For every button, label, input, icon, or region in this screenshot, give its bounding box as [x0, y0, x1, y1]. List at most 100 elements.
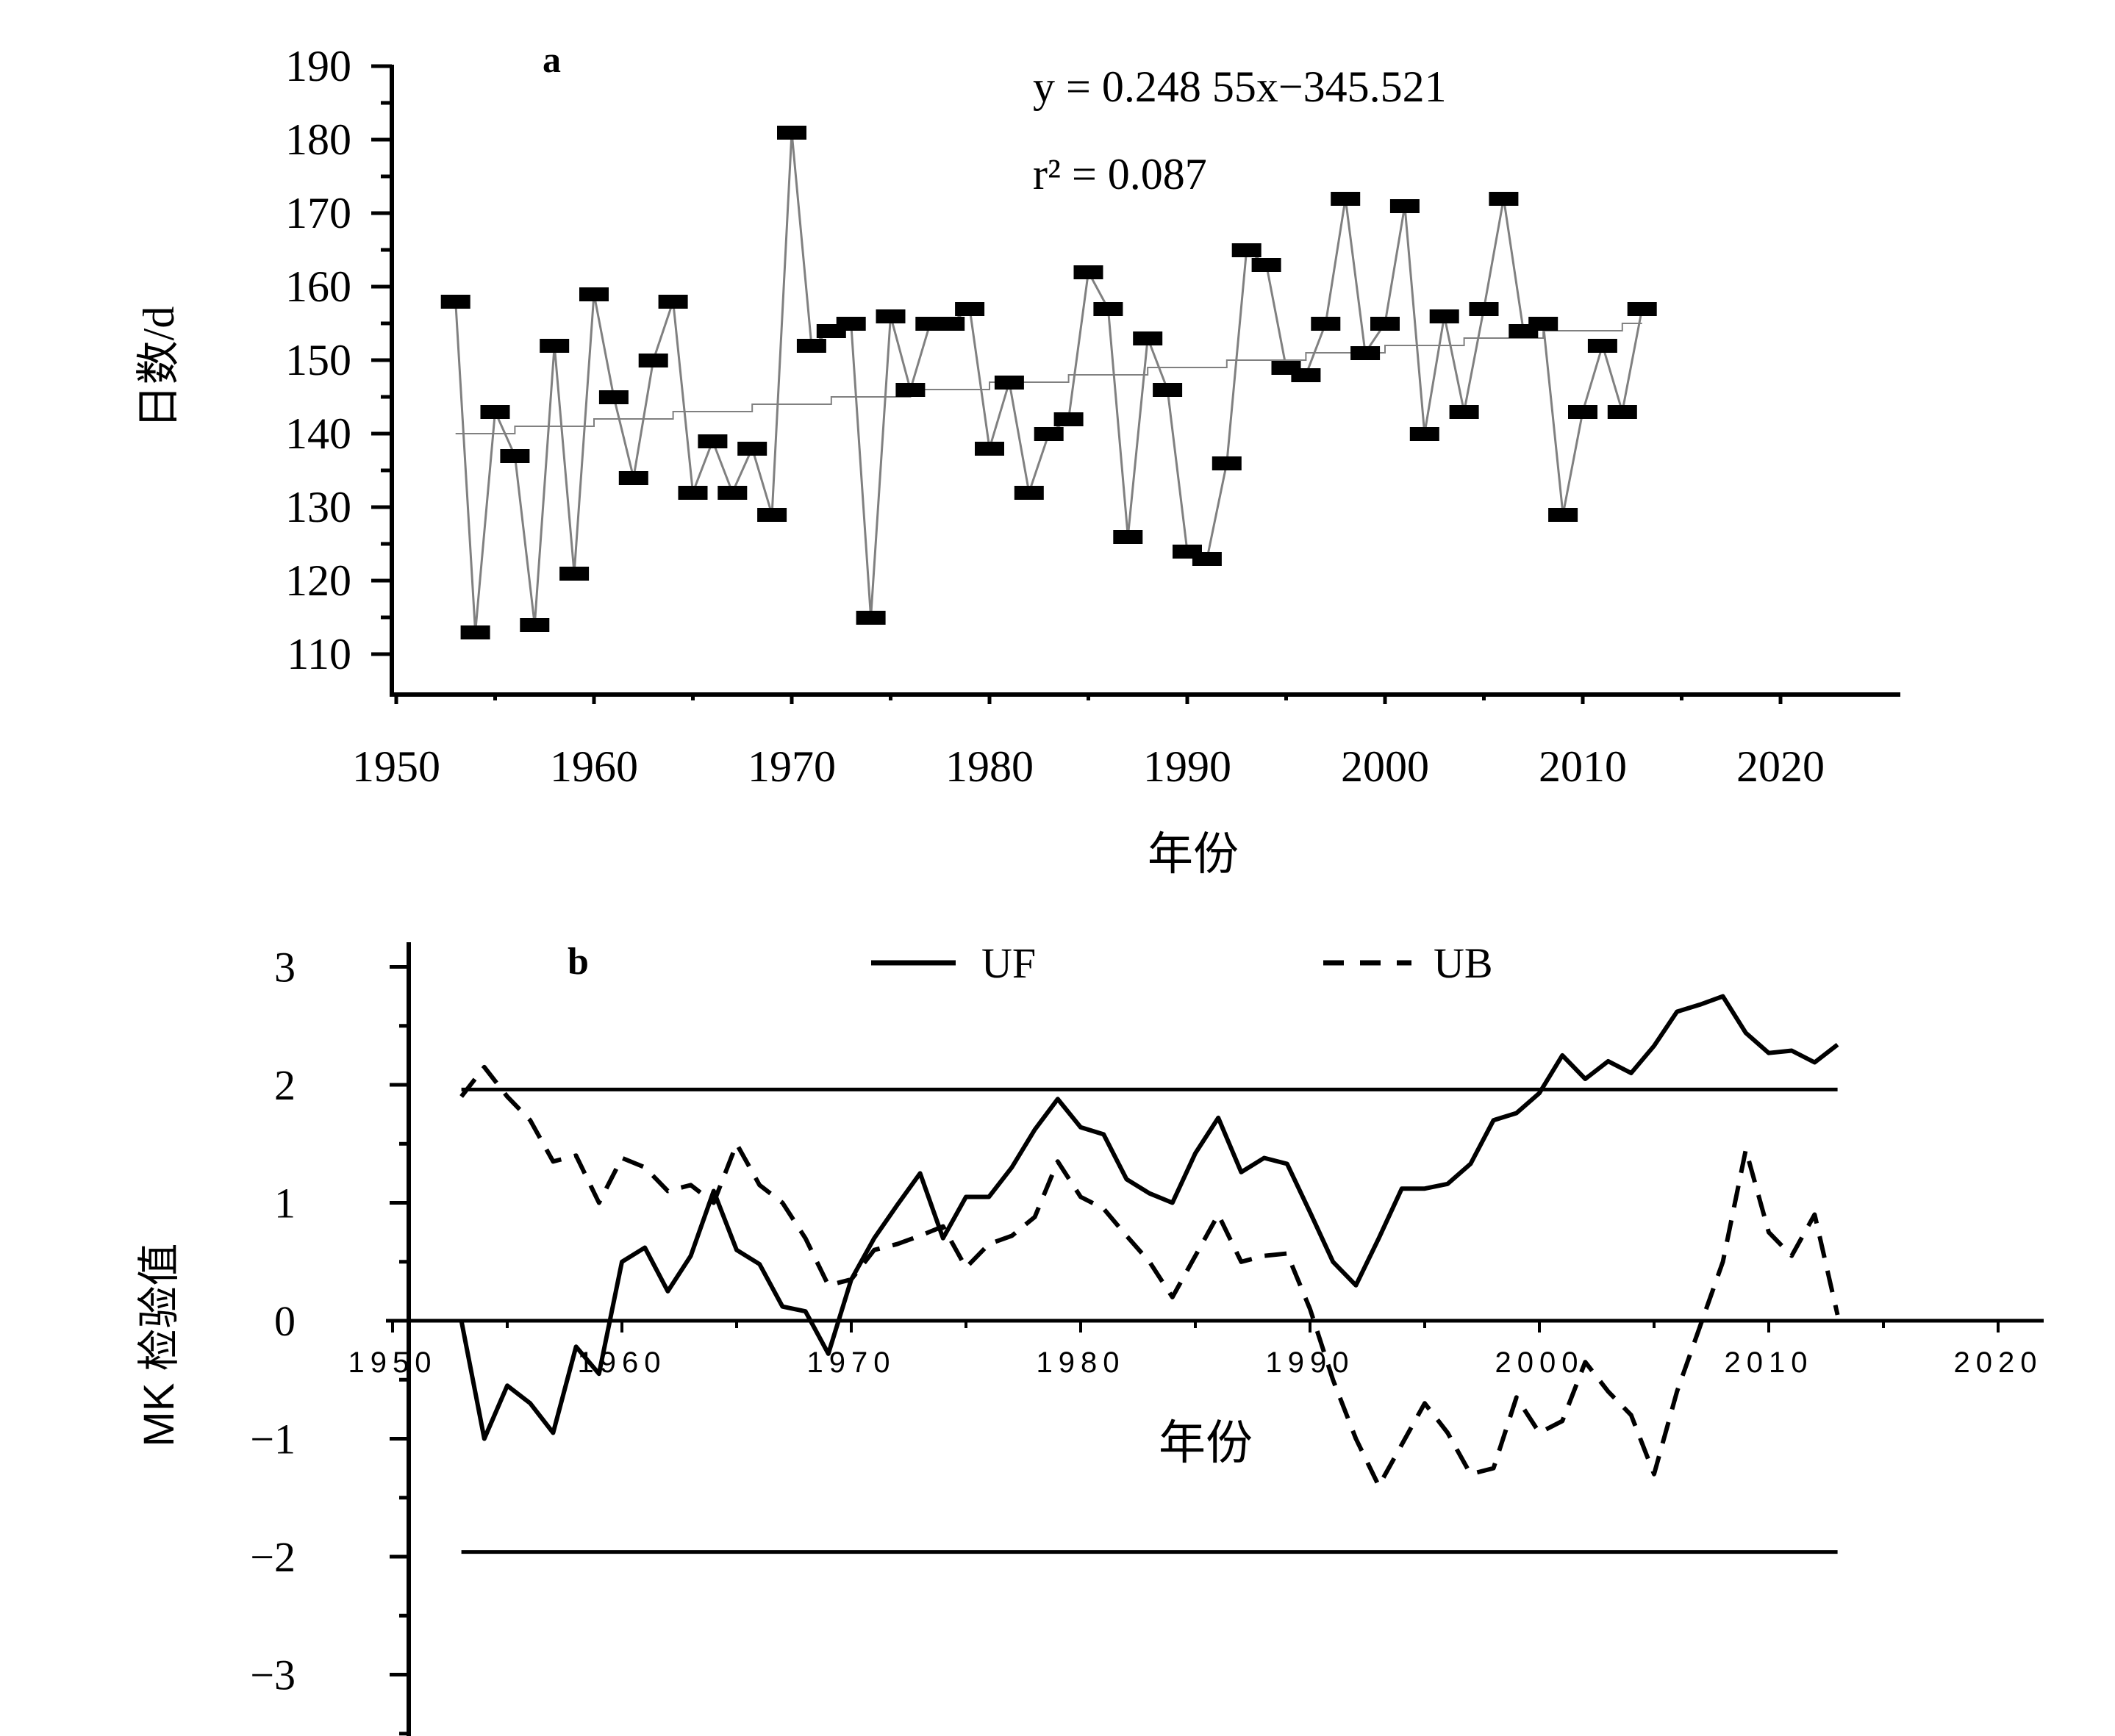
panel-a-x-tick-label: 1980	[945, 742, 1034, 791]
panel-a: 190 180 170 160 150 140 130 120 110 1950 1960 1970…	[135, 39, 1900, 880]
data-point	[480, 405, 510, 419]
data-point	[975, 442, 1004, 456]
data-point	[1528, 317, 1558, 331]
data-point	[1192, 552, 1222, 566]
data-point	[520, 618, 550, 632]
data-point	[1251, 258, 1281, 272]
data-point	[540, 339, 570, 353]
panel-b-y-tick-label: 2	[274, 1061, 296, 1109]
panel-a-x-tick-label: 2020	[1736, 742, 1825, 791]
panel-a-x-tick-label: 1960	[550, 742, 638, 791]
data-point	[1073, 265, 1103, 279]
r-squared-label: r² = 0.087	[1033, 150, 1207, 198]
panel-a-y-tick-label: 160	[285, 262, 351, 311]
data-point	[1212, 456, 1242, 470]
data-point	[836, 317, 866, 331]
panel-a-y-tick-label: 190	[285, 42, 351, 90]
panel-b-x-tick-label: 2020	[1954, 1346, 2043, 1379]
data-point	[1053, 412, 1084, 426]
data-point	[876, 309, 906, 323]
data-point	[757, 508, 787, 522]
data-point	[1627, 302, 1657, 316]
panel-b-y-tick-label: 1	[274, 1180, 296, 1227]
data-point	[1350, 346, 1381, 360]
data-point	[1607, 405, 1637, 419]
data-point	[440, 295, 470, 309]
panel-b-x-tick-label: 1980	[1037, 1346, 1126, 1379]
data-point	[717, 486, 748, 500]
data-point	[856, 611, 886, 625]
data-point	[796, 339, 826, 353]
data-point	[638, 354, 668, 367]
panel-b-x-tick-label: 2000	[1495, 1346, 1584, 1379]
panel-a-trend	[455, 323, 1642, 434]
data-point	[1133, 331, 1163, 345]
data-point	[1014, 486, 1044, 500]
data-point	[895, 383, 926, 397]
panel-a-y-tick-label: 140	[285, 409, 351, 458]
legend: UF UB	[871, 939, 1493, 987]
panel-a-axes	[390, 65, 1900, 697]
panel-b-y-tick-label: −2	[250, 1533, 296, 1581]
data-point	[1311, 317, 1341, 331]
data-point	[1489, 192, 1519, 206]
ub-series-line	[459, 1064, 1840, 1488]
panel-b-y-tick-label: 0	[274, 1297, 296, 1345]
data-point	[1153, 383, 1183, 397]
data-point	[1113, 530, 1143, 544]
data-point	[559, 567, 590, 581]
panel-a-x-tick-label: 1990	[1143, 742, 1231, 791]
panel-a-y-tick-label: 110	[287, 630, 351, 678]
panel-b-series	[459, 994, 1840, 1488]
panel-b-y-axis-label: MK 检验值	[135, 1243, 183, 1446]
regression-equation: y = 0.248 55x−345.521	[1033, 62, 1447, 111]
data-point	[1389, 199, 1420, 213]
data-point	[579, 287, 609, 301]
data-point	[1291, 368, 1321, 382]
data-point	[1568, 405, 1597, 419]
panel-a-y-tick-label: 180	[285, 115, 351, 164]
panel-a-y-tick-label: 170	[285, 189, 351, 237]
data-point	[698, 434, 728, 448]
uf-series-line	[459, 994, 1839, 1441]
panel-a-label: a	[543, 39, 561, 80]
data-point	[1449, 405, 1479, 419]
data-point	[1331, 192, 1361, 206]
panel-a-points	[440, 126, 1657, 639]
panel-a-x-tick-label: 1950	[352, 742, 440, 791]
panel-a-y-axis-label: 日数/d	[135, 306, 183, 429]
panel-b-y-tick-labels: 3 2 1 0 −1 −2 −3	[250, 944, 296, 1699]
panel-b-x-tick-labels: 1950 1960 1970 1980 1990 2000 2010 2020	[348, 1346, 2043, 1379]
panel-a-x-tick-label: 2010	[1539, 742, 1627, 791]
panel-b-y-tick-label: −1	[250, 1416, 296, 1463]
panel-b-x-tick-label: 1950	[348, 1346, 437, 1379]
data-point	[1469, 302, 1499, 316]
panel-a-x-tick-label: 2000	[1341, 742, 1429, 791]
legend-ub-label: UB	[1434, 939, 1493, 987]
panel-a-y-tick-label: 120	[285, 556, 351, 605]
panel-b-y-tick-label: −3	[250, 1651, 296, 1699]
data-point	[618, 471, 648, 485]
data-point	[1370, 317, 1400, 331]
panel-b-x-tick-label: 2010	[1725, 1346, 1814, 1379]
data-point	[955, 302, 985, 316]
data-point	[1409, 427, 1439, 441]
data-point	[460, 625, 490, 639]
panel-a-x-tick-label: 1970	[748, 742, 836, 791]
panel-a-y-tick-labels: 190 180 170 160 150 140 130 120 110	[285, 42, 351, 678]
panel-a-y-tick-label: 150	[285, 336, 351, 384]
panel-b: 3 2 1 0 −1 −2 −3 1950 1960 1970 1980 1990 2000 2010 2…	[135, 939, 2044, 1736]
panel-b-label: b	[568, 941, 589, 983]
data-point	[935, 317, 965, 331]
panel-a-x-tick-labels: 1950 1960 1970 1980 1990 2000 2010 2020	[352, 742, 1825, 791]
panel-b-x-tick-label: 1970	[807, 1346, 896, 1379]
data-point	[994, 376, 1024, 390]
data-point	[1429, 309, 1459, 323]
panel-b-axes	[386, 942, 2044, 1736]
panel-b-x-tick-label: 1990	[1266, 1346, 1355, 1379]
trend-line	[455, 323, 1642, 434]
panel-b-x-axis-label: 年份	[1159, 1417, 1253, 1469]
data-point	[777, 126, 806, 140]
data-point	[1548, 508, 1578, 522]
